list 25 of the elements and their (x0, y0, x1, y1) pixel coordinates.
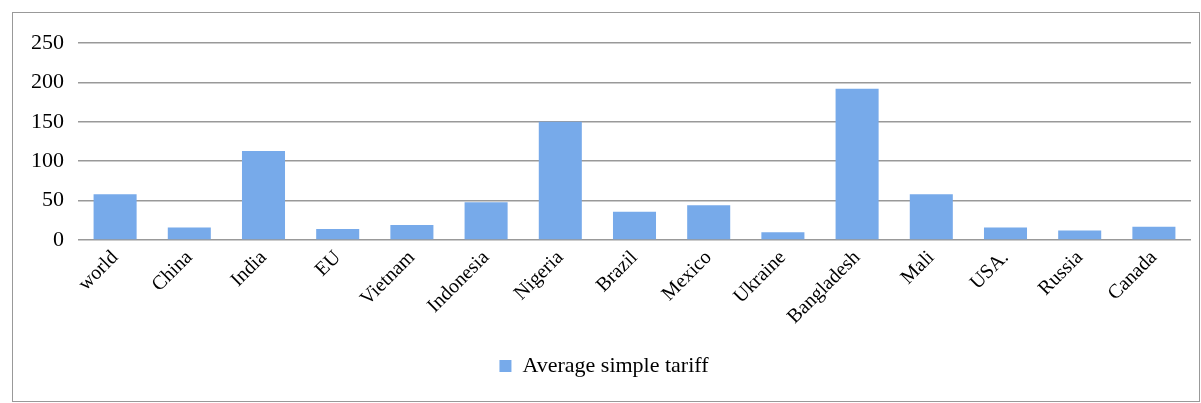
y-tick-label: 100 (31, 147, 64, 173)
bar (390, 225, 434, 240)
x-tick-label: India (225, 245, 271, 291)
bar (93, 194, 137, 240)
bar (687, 205, 731, 240)
bar (1132, 226, 1176, 240)
bar (909, 194, 953, 240)
y-tick-label: 150 (31, 107, 64, 133)
bar (612, 211, 657, 240)
legend-label: Average simple tariff (522, 351, 710, 377)
y-tick-label: 250 (31, 28, 64, 54)
bar (1058, 230, 1102, 240)
y-tick-label: 50 (42, 186, 64, 212)
bar (538, 121, 582, 240)
bar (241, 150, 286, 240)
bar (983, 227, 1028, 240)
bar (167, 227, 211, 240)
y-tick-label: 0 (53, 225, 64, 251)
bar (761, 232, 805, 240)
y-tick-label: 200 (31, 68, 64, 94)
bar (464, 202, 508, 240)
bar (835, 88, 879, 240)
x-tick-label: EU (309, 245, 345, 280)
x-tick-label: USA. (964, 245, 1013, 293)
bar (316, 229, 360, 240)
